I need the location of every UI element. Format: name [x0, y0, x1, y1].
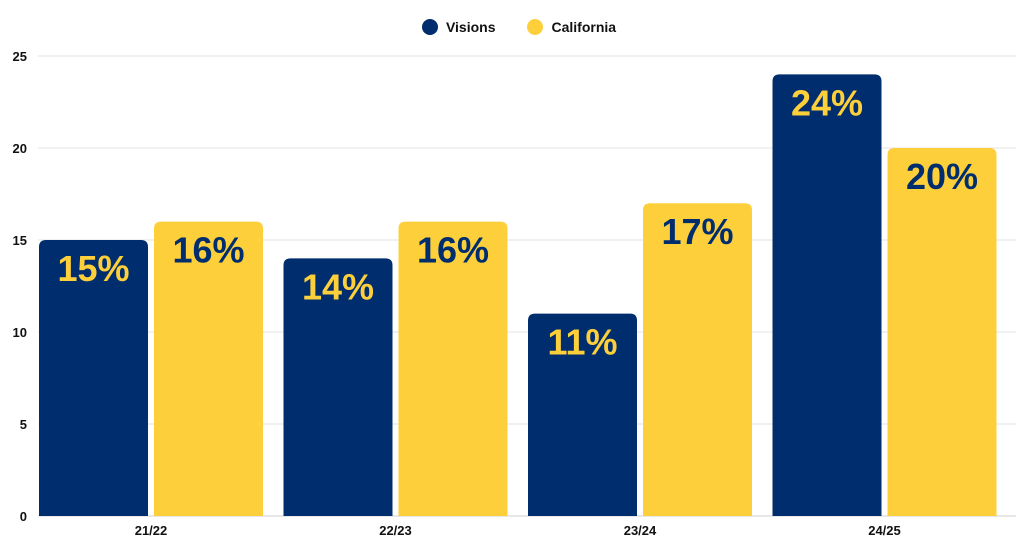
data-label: 24%: [791, 82, 863, 123]
data-label: 20%: [906, 156, 978, 197]
bar-california-22-23: [398, 221, 508, 516]
legend-label-visions: Visions: [445, 19, 496, 35]
x-tick-label: 21/22: [135, 523, 168, 538]
legend-swatch-california: [527, 19, 544, 35]
legend: Visions California: [0, 19, 1030, 35]
y-tick-label: 5: [20, 417, 27, 432]
bar-visions-21-22: [39, 240, 148, 516]
y-tick-label: 20: [13, 141, 27, 156]
data-label: 15%: [57, 248, 129, 289]
legend-label-california: California: [551, 19, 617, 35]
x-tick-label: 23/24: [624, 523, 657, 538]
bar-visions-24-25: [772, 74, 882, 517]
y-tick-label: 25: [13, 49, 27, 64]
bar-california-23-24: [643, 203, 752, 516]
data-label: 11%: [547, 322, 617, 363]
legend-item-california[interactable]: California: [527, 19, 616, 35]
data-label: 16%: [417, 230, 489, 271]
data-label: 16%: [172, 230, 244, 271]
bar-california-24-25: [887, 148, 997, 516]
data-label: 17%: [661, 211, 733, 252]
x-tick-label: 24/25: [868, 523, 901, 538]
y-tick-label: 0: [20, 509, 27, 524]
y-tick-label: 10: [13, 325, 27, 340]
legend-swatch-visions: [421, 19, 438, 35]
bar-california-21-22: [154, 221, 263, 516]
legend-item-visions[interactable]: Visions: [421, 19, 496, 35]
x-tick-label: 22/23: [379, 523, 412, 538]
y-tick-label: 15: [13, 233, 27, 248]
bar-visions-22-23: [283, 258, 393, 516]
bar-visions-23-24: [528, 313, 637, 516]
data-label: 14%: [302, 266, 374, 307]
